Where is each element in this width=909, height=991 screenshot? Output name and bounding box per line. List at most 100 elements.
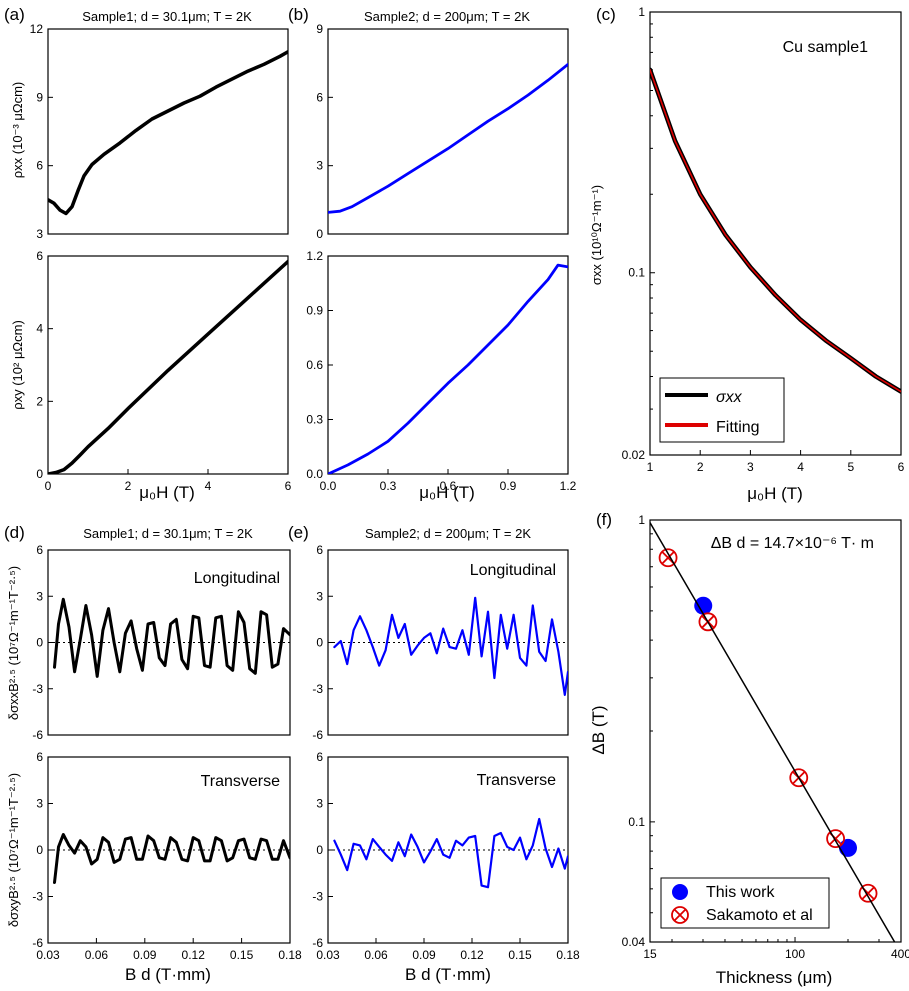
series-line-e2-0 <box>333 817 568 889</box>
series-line-e1-0 <box>333 596 568 697</box>
series-line-c-1 <box>650 69 901 393</box>
x-tick-label-d2: 0.12 <box>182 948 206 962</box>
y-tick-label-a2: 4 <box>36 322 43 336</box>
y-tick-label-b2: 0.9 <box>306 304 323 318</box>
x-tick-label-b2: 0.6 <box>440 479 457 493</box>
xlabel-d: B d (T·mm) <box>125 965 211 984</box>
x-tick-label-d2: 0.09 <box>133 948 157 962</box>
title-d: Sample1; d = 30.1μm; T = 2K <box>83 526 253 541</box>
y-tick-label-a1: 6 <box>36 159 43 173</box>
series-line-d1-0 <box>53 597 290 678</box>
x-tick-label-e2: 0.09 <box>412 948 436 962</box>
x-tick-label-b2: 1.2 <box>560 479 577 493</box>
annotation-d-transverse: Transverse <box>201 773 281 790</box>
series-line-c-0 <box>650 67 901 394</box>
ylabel-d-longitudinal: δσxxB²·⁵ (10⁷Ω⁻¹m⁻¹T⁻²·⁵) <box>6 566 21 720</box>
plot-frame-c <box>649 11 902 456</box>
y-tick-label-a1: 3 <box>36 227 43 241</box>
legend-box-c <box>659 377 785 443</box>
x-tick-label-c: 3 <box>747 460 754 474</box>
x-tick-label-d2: 0.06 <box>85 948 109 962</box>
x-tick-label-e2: 0.03 <box>316 948 340 962</box>
title-e: Sample2; d = 200μm; T = 2K <box>365 526 531 541</box>
legend-box-f <box>660 877 830 929</box>
y-tick-label-d2: 3 <box>36 797 43 811</box>
panel-label-f: (f) <box>596 510 612 529</box>
y-tick-label-b1: 3 <box>316 159 323 173</box>
plot-d2: -6 -3 0 3 6 0.03 0.06 0.09 0.12 0.15 0.18 <box>32 750 302 962</box>
y-tick-label-b1: 9 <box>316 22 323 36</box>
xlabel-c: μ₀H (T) <box>747 484 803 503</box>
annotation-d-longitudinal: Longitudinal <box>194 570 280 587</box>
xlabel-b: μ₀H (T) <box>419 483 475 502</box>
y-tick-label-e2: -6 <box>312 936 323 950</box>
plot-b2: 0.0 0.3 0.6 0.9 1.2 0.0 0.3 0.6 0.9 1.2 <box>306 249 576 493</box>
data-point-this-work <box>839 838 858 857</box>
plot-frame-a2 <box>47 255 289 475</box>
x-tick-label-a2: 6 <box>285 479 292 493</box>
y-tick-label-a1: 12 <box>30 22 44 36</box>
y-tick-label-d1: 6 <box>36 543 43 557</box>
x-tick-label-e2: 0.18 <box>556 948 580 962</box>
y-tick-label-a2: 0 <box>36 467 43 481</box>
y-tick-label-e1: 0 <box>316 636 323 650</box>
y-tick-label-b1: 0 <box>316 227 323 241</box>
y-tick-label-f: 0.04 <box>622 935 646 949</box>
x-tick-label-c: 2 <box>697 460 704 474</box>
y-tick-label-a2: 6 <box>36 249 43 263</box>
x-tick-label-f: 15 <box>643 947 657 961</box>
series-line-a1-0 <box>48 50 288 216</box>
x-tick-label-a2: 0 <box>45 479 52 493</box>
y-tick-label-e2: -3 <box>312 890 323 904</box>
legend-label-c: Fitting <box>716 419 760 436</box>
x-tick-label-b2: 0.0 <box>320 479 337 493</box>
annotation-e-transverse: Transverse <box>477 772 557 789</box>
x-tick-label-d2: 0.18 <box>278 948 302 962</box>
annotation-c: Cu sample1 <box>783 39 868 56</box>
y-tick-label-d1: -3 <box>32 682 43 696</box>
ylabel-a-rhoxy: ρxy (10² μΩcm) <box>10 320 25 410</box>
annotation-f: ΔB d = 14.7×10⁻⁶ T· m <box>711 535 874 552</box>
series-line-b2-0 <box>328 263 568 474</box>
y-tick-label-c: 0.1 <box>628 266 645 280</box>
xlabel-e: B d (T·mm) <box>405 965 491 984</box>
panel-label-e: (e) <box>288 523 309 542</box>
title-a: Sample1; d = 30.1μm; T = 2K <box>82 9 252 24</box>
y-tick-label-a1: 9 <box>36 90 43 104</box>
panel-label-a: (a) <box>4 5 25 24</box>
x-tick-label-b2: 0.9 <box>500 479 517 493</box>
y-tick-label-e1: -6 <box>312 728 323 742</box>
marker-ring <box>789 768 809 788</box>
y-tick-label-f: 0.1 <box>628 815 645 829</box>
x-tick-label-f: 100 <box>785 947 805 961</box>
data-point-this-work <box>694 596 713 615</box>
panel-label-d: (d) <box>4 523 25 542</box>
annotation-e-longitudinal: Longitudinal <box>470 562 556 579</box>
y-tick-label-d2: 0 <box>36 843 43 857</box>
marker-cross <box>828 831 843 846</box>
plot-a1: 3 6 9 12 <box>30 22 289 241</box>
marker-ring <box>698 612 718 632</box>
y-tick-label-d2: 6 <box>36 750 43 764</box>
plot-e1: -6 -3 0 3 6 <box>312 543 569 742</box>
legend-label-f: Sakamoto et al <box>706 907 813 924</box>
xlabel-a: μ₀H (T) <box>139 483 195 502</box>
legend-marker-cross <box>673 908 687 922</box>
plot-d1: -6 -3 0 3 6 <box>32 543 291 742</box>
y-tick-label-d1: -6 <box>32 728 43 742</box>
y-tick-label-d2: -6 <box>32 936 43 950</box>
y-tick-label-d2: -3 <box>32 890 43 904</box>
plot-a2: 0 2 4 6 0 2 4 6 <box>36 249 291 493</box>
legend-marker-this-work <box>672 884 688 900</box>
x-tick-label-c: 1 <box>647 460 654 474</box>
x-tick-label-c: 6 <box>898 460 905 474</box>
marker-ring <box>826 829 845 849</box>
panel-label-c: (c) <box>596 5 616 24</box>
y-tick-label-a2: 2 <box>36 394 43 408</box>
x-tick-label-c: 5 <box>847 460 854 474</box>
legend-label-c: σxx <box>716 389 743 406</box>
y-tick-label-b2: 0.3 <box>306 413 323 427</box>
y-tick-label-b1: 6 <box>316 90 323 104</box>
plot-c: 0.02 0.1 1 1 2 3 4 5 6 σxx Fitting <box>622 5 905 474</box>
y-tick-label-e1: -3 <box>312 682 323 696</box>
